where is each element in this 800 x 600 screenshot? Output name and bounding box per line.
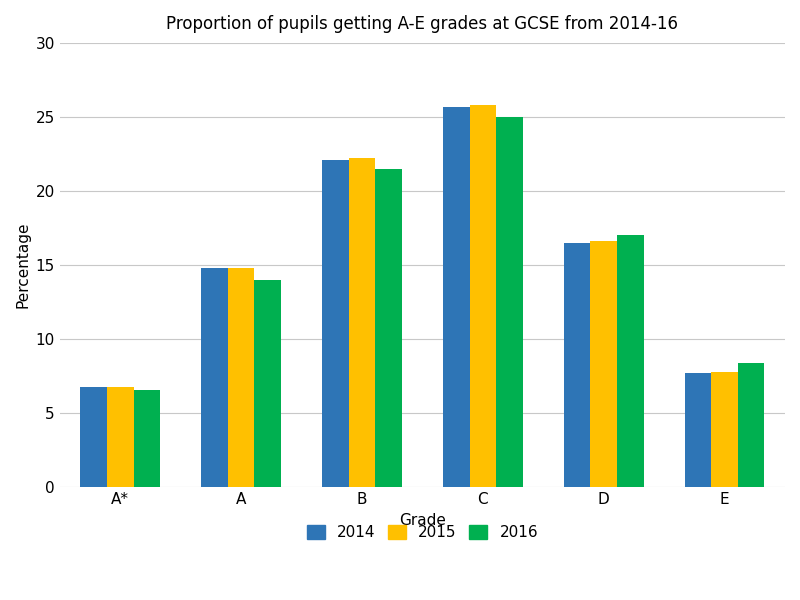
Title: Proportion of pupils getting A-E grades at GCSE from 2014-16: Proportion of pupils getting A-E grades … bbox=[166, 15, 678, 33]
Bar bbox=[470, 105, 496, 487]
Bar bbox=[134, 389, 160, 487]
Bar bbox=[349, 158, 375, 487]
Bar bbox=[564, 243, 590, 487]
Bar bbox=[711, 372, 738, 487]
Bar bbox=[685, 373, 711, 487]
Bar bbox=[443, 107, 470, 487]
Bar bbox=[322, 160, 349, 487]
Y-axis label: Percentage: Percentage bbox=[15, 222, 30, 308]
Bar bbox=[107, 386, 134, 487]
Bar bbox=[80, 386, 107, 487]
Bar bbox=[590, 241, 617, 487]
Bar bbox=[228, 268, 254, 487]
Bar bbox=[202, 268, 228, 487]
Bar bbox=[254, 280, 281, 487]
Legend: 2014, 2015, 2016: 2014, 2015, 2016 bbox=[301, 519, 544, 547]
Bar bbox=[375, 169, 402, 487]
Bar bbox=[738, 363, 765, 487]
X-axis label: Grade: Grade bbox=[399, 513, 446, 528]
Bar bbox=[496, 117, 522, 487]
Bar bbox=[617, 235, 643, 487]
